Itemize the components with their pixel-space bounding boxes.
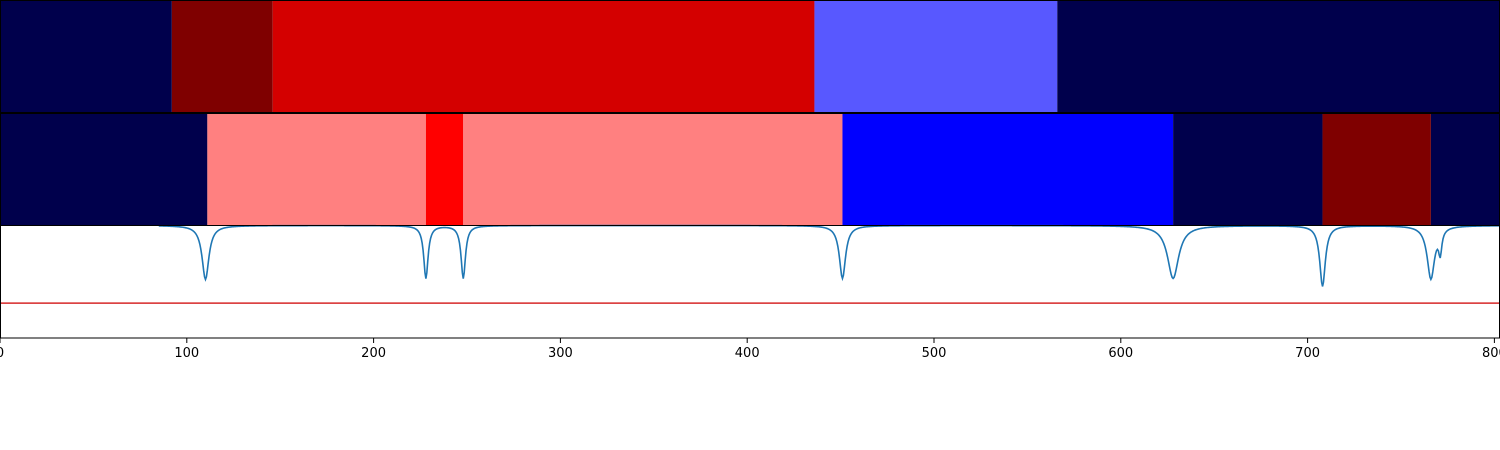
segment-bar-1-5 — [1173, 114, 1322, 226]
segment-bar-1-0 — [0, 114, 207, 226]
segment-bar-0-3 — [814, 1, 1057, 113]
x-axis: 0 100 200 300 400 500 600 700 800 — [0, 338, 1500, 361]
segment-bar-1-3 — [463, 114, 842, 226]
x-tick-label-700: 700 — [1295, 346, 1320, 361]
segment-bar-0-4 — [1057, 1, 1500, 113]
x-tick-label-200: 200 — [361, 346, 386, 361]
x-tick-label-300: 300 — [548, 346, 573, 361]
x-tick-label-400: 400 — [735, 346, 760, 361]
x-tick-label-100: 100 — [174, 346, 199, 361]
score-line — [159, 226, 1500, 287]
segments-panel-middle — [0, 114, 1500, 226]
x-tick-label-0: 0 — [0, 346, 4, 361]
segment-bar-1-1 — [207, 114, 426, 226]
segment-bar-0-0 — [0, 1, 172, 113]
segment-bar-1-4 — [842, 114, 1173, 226]
segment-bar-1-2 — [426, 114, 463, 226]
segments-panel-top — [0, 1, 1500, 113]
segment-bar-1-7 — [1431, 114, 1500, 226]
panel-frame-2 — [1, 226, 1500, 339]
segment-bar-1-6 — [1323, 114, 1431, 226]
segment-bar-0-1 — [172, 1, 273, 113]
x-tick-label-800: 800 — [1482, 346, 1500, 361]
x-tick-label-600: 600 — [1108, 346, 1133, 361]
line-panel-bottom — [0, 226, 1500, 339]
x-tick-label-500: 500 — [922, 346, 947, 361]
segment-bar-0-2 — [273, 1, 815, 113]
